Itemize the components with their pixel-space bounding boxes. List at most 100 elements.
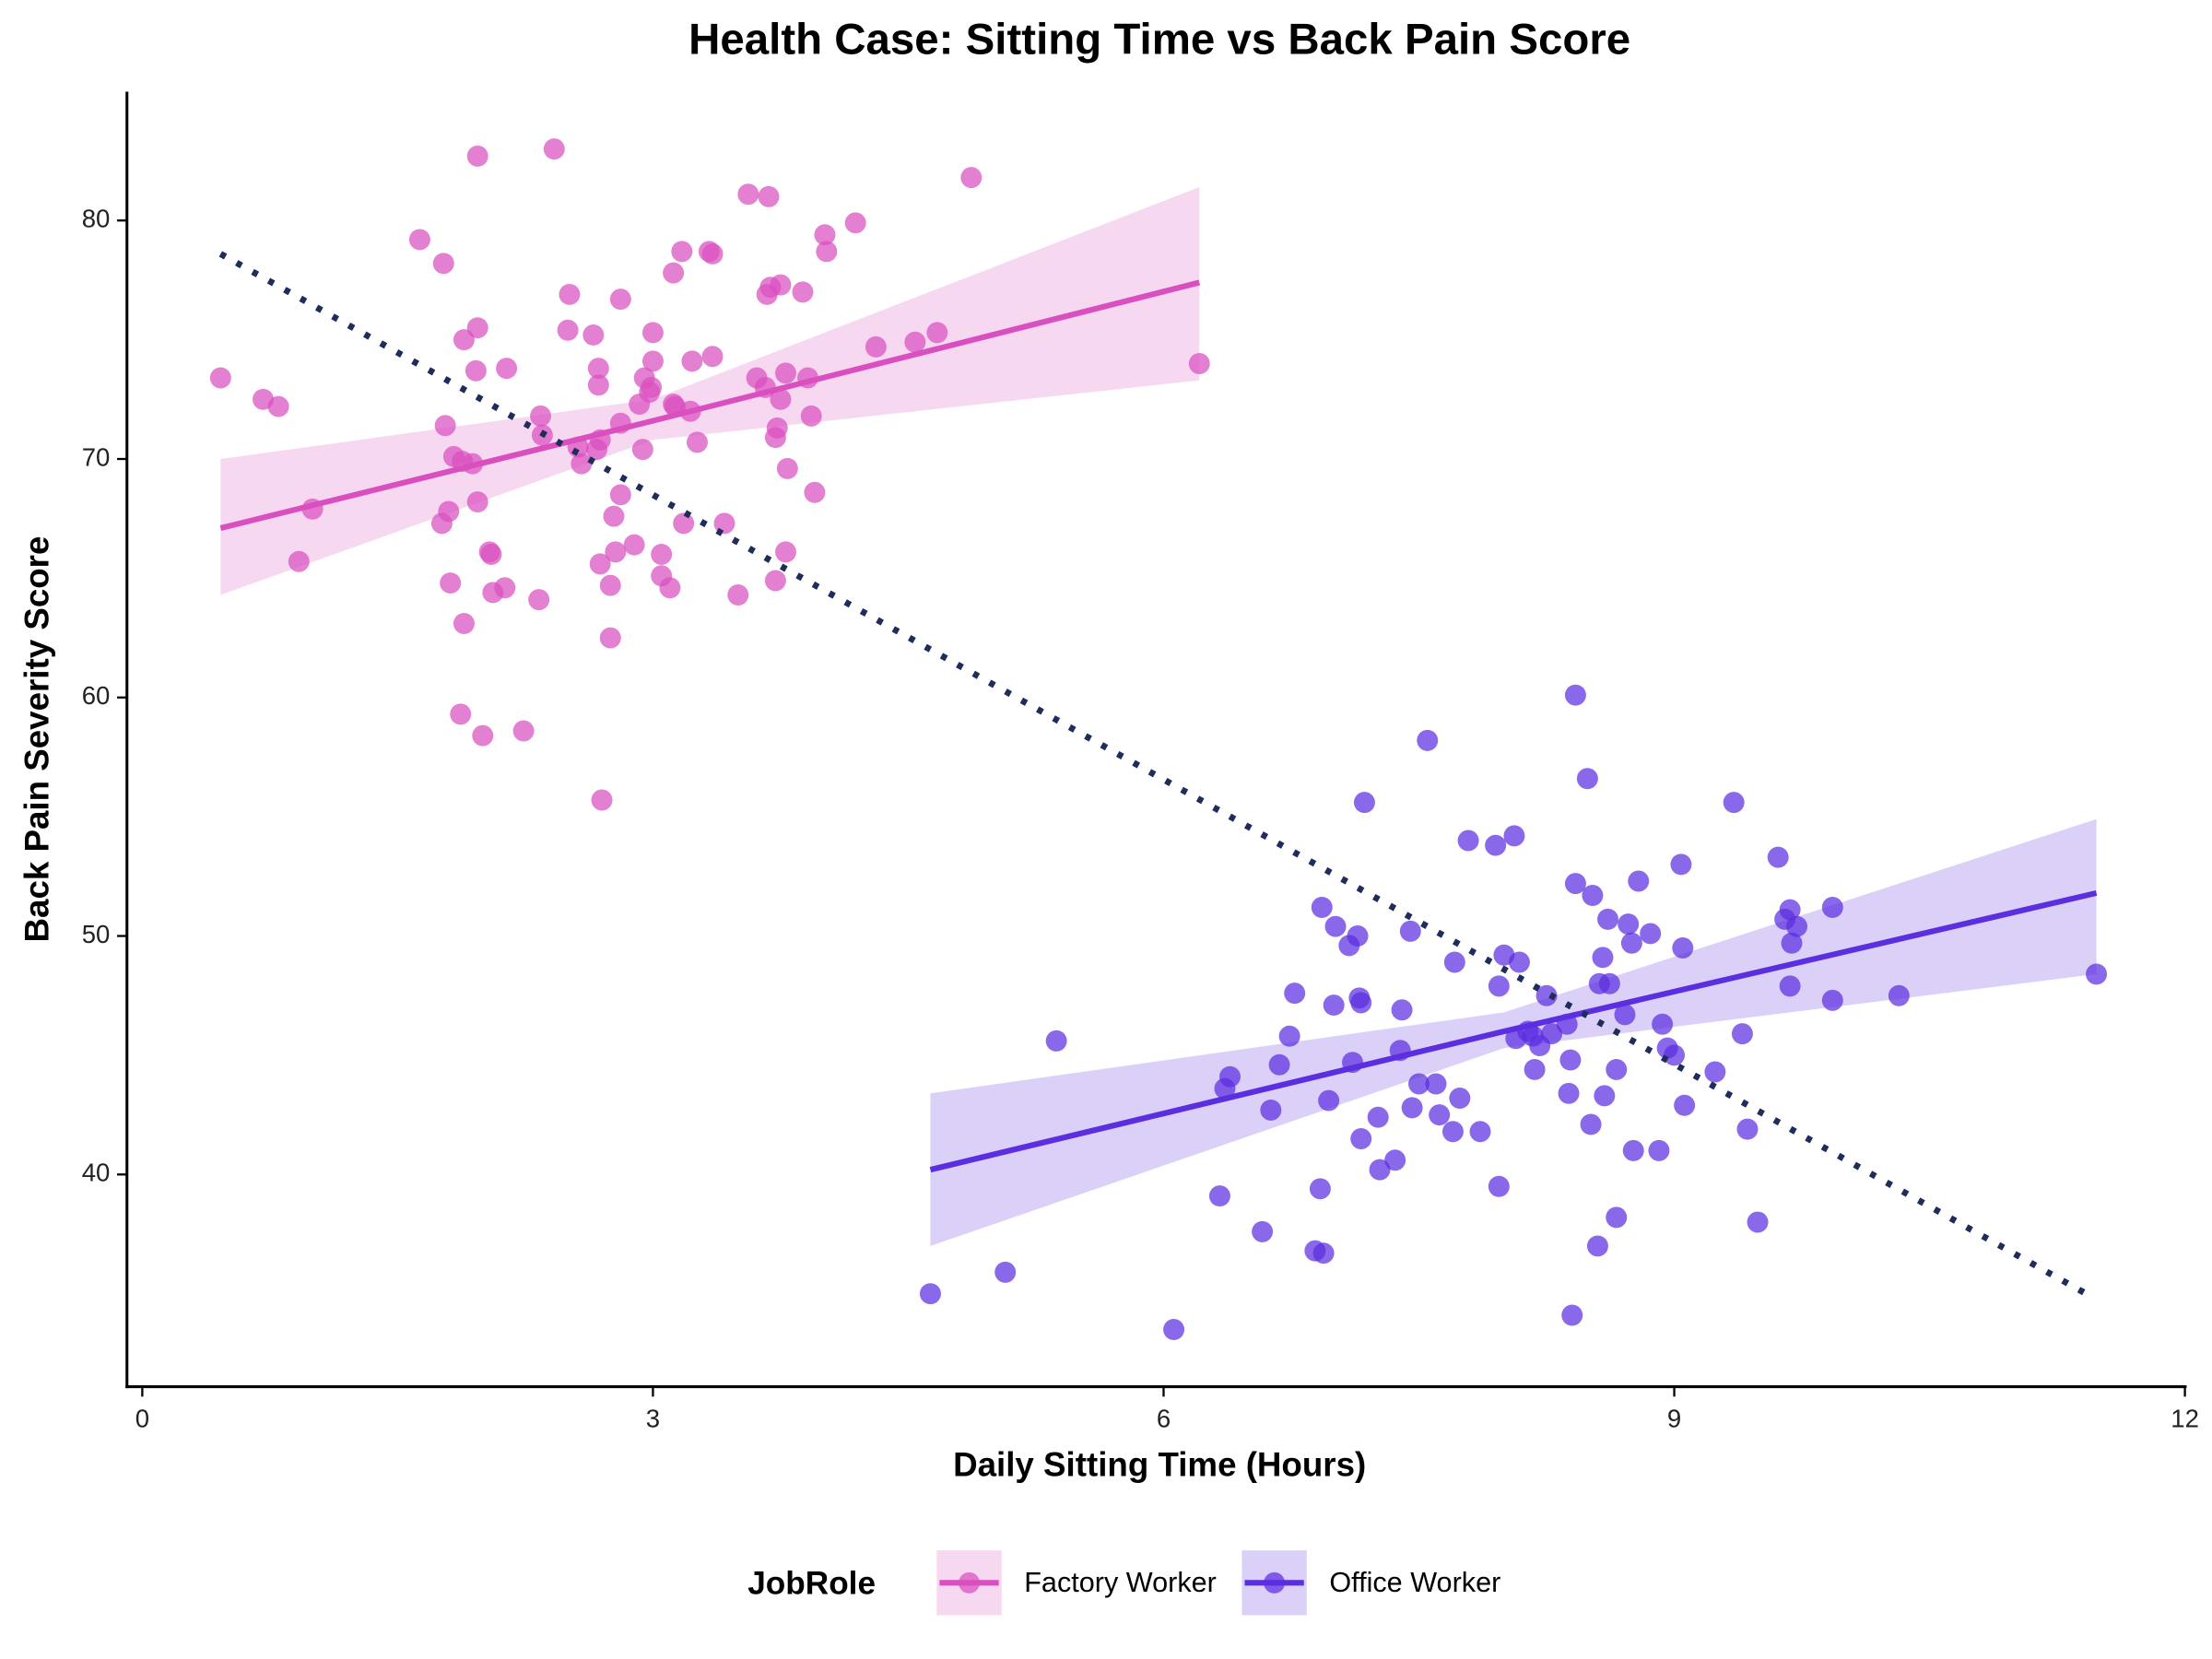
point [2086,963,2108,985]
point [1312,1242,1335,1265]
point [1576,768,1598,790]
point [1580,1113,1602,1135]
point [1606,1058,1628,1080]
point [994,1261,1017,1283]
point [800,405,822,427]
y-axis-title: Back Pain Severity Score [18,536,56,943]
confidence-band [220,186,1200,595]
point [631,439,653,461]
point [651,544,673,565]
point [816,241,838,263]
point [267,395,289,418]
point [904,331,926,353]
point [1318,1089,1340,1112]
point [1582,885,1604,907]
point [466,491,488,513]
point [1252,1220,1274,1242]
x-tick-label: 6 [1157,1405,1171,1433]
point [465,359,487,382]
point [1781,932,1803,954]
point [1606,1206,1628,1229]
point [605,541,627,563]
point [919,1283,941,1305]
point [288,550,310,572]
y-tick-label: 50 [82,920,111,948]
point [589,553,611,575]
point [775,541,796,563]
x-tick-label: 12 [2171,1405,2199,1433]
overall-trend-line [218,251,2088,1297]
point [557,319,579,341]
point [434,415,456,437]
point [1723,792,1745,814]
point [671,241,693,263]
point [1888,984,1910,1006]
point [1674,1094,1696,1116]
point [1586,1235,1608,1257]
point [1408,1073,1430,1095]
y-tick-label: 80 [82,205,111,233]
point [1350,992,1372,1014]
point [453,329,475,351]
point [1443,951,1465,973]
point [450,703,472,725]
point [1347,925,1369,947]
fit-line [929,889,2098,1173]
point [681,350,703,372]
point [713,512,735,535]
point [1672,936,1694,959]
point [701,346,724,368]
point [1268,1053,1290,1076]
point [764,570,786,592]
point [1614,1004,1636,1026]
point [758,185,780,207]
point [659,577,681,599]
point [466,145,488,167]
point [865,335,887,358]
point [1219,1065,1241,1088]
point [1045,1030,1067,1052]
point [528,589,550,611]
point [814,224,836,246]
point [591,789,613,811]
legend-key-point [959,1571,981,1594]
point [1648,1139,1670,1161]
y-tick-label: 40 [82,1159,111,1187]
point [512,720,535,742]
point [792,281,814,303]
point [776,457,798,479]
point [432,253,454,275]
legend-item: Office Worker [1241,1550,1500,1616]
point [1821,989,1843,1011]
point [770,274,792,296]
point [1488,1175,1510,1197]
point [1509,951,1530,973]
point [1779,899,1801,921]
point [960,167,982,189]
point [1208,1185,1230,1207]
point [453,613,475,635]
point [1628,870,1650,892]
point [663,262,685,284]
point [770,388,792,410]
point [587,358,609,380]
point [1704,1061,1726,1083]
point [1309,1178,1331,1200]
point [641,376,663,398]
point [1399,920,1421,942]
legend-label: Office Worker [1329,1567,1500,1598]
point [1767,846,1789,868]
point [844,212,866,234]
point [1284,982,1306,1005]
point [737,183,759,206]
point [1561,1304,1583,1326]
x-tick-label: 9 [1667,1405,1681,1433]
point [209,367,231,389]
y-tick-label: 70 [82,442,111,471]
point [1594,1085,1616,1107]
x-axis-title: Daily Sitting Time (Hours) [953,1446,1366,1484]
legend-title: JobRole [747,1566,876,1602]
point [1401,1097,1423,1119]
point [1353,792,1375,814]
